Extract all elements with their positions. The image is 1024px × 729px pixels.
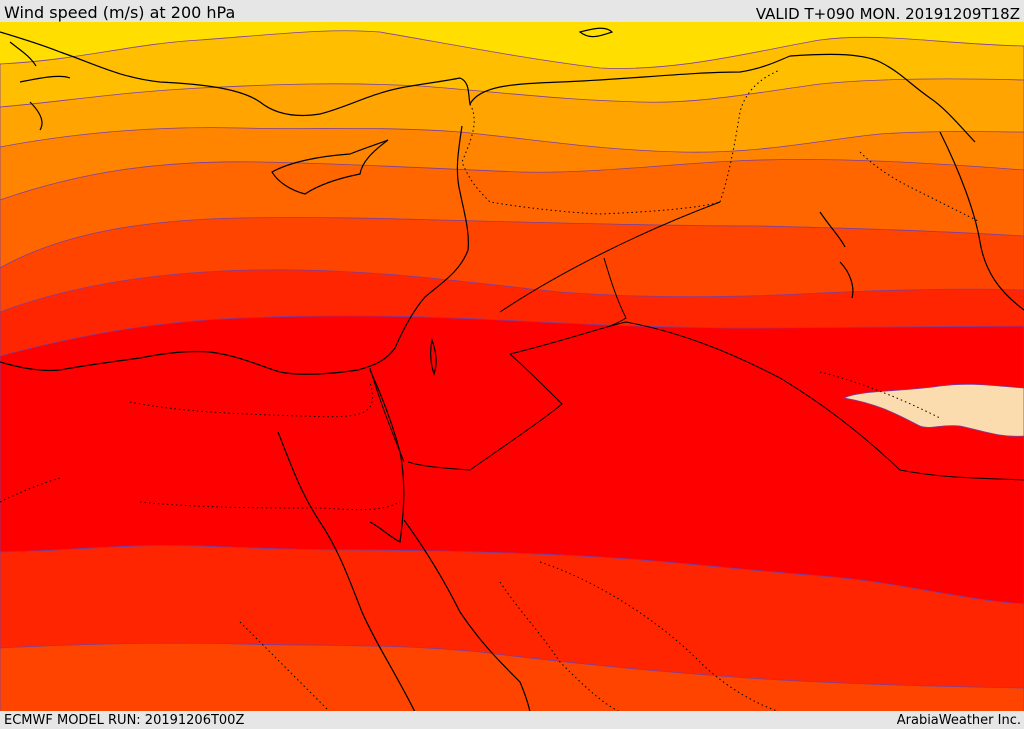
boundary-lines (369, 201, 1024, 481)
model-run-label: ECMWF MODEL RUN: 20191206T00Z (4, 713, 245, 728)
footer-bar: ECMWF MODEL RUN: 20191206T00Z ArabiaWeat… (0, 711, 1024, 729)
header-bar: Wind speed (m/s) at 200 hPa VALID T+090 … (0, 0, 1024, 23)
aegean-islands (9, 41, 71, 131)
levant-coast (357, 125, 469, 371)
lake-van (578, 27, 614, 38)
gulf-of-suez (369, 369, 405, 543)
egypt-coast (0, 350, 359, 375)
black-sea-coast (789, 53, 976, 143)
band-red-orange-south (0, 642, 1024, 712)
country-borders (0, 69, 981, 712)
dead-sea (430, 337, 437, 376)
cyprus-island (271, 139, 389, 195)
persian-gulf-coast (939, 131, 1024, 311)
wind-speed-map (0, 22, 1024, 712)
red-sea-east (403, 519, 531, 712)
turkey-coast (0, 31, 791, 117)
map-title: Wind speed (m/s) at 200 hPa (4, 3, 236, 22)
valid-time: VALID T+090 MON. 20191209T18Z (755, 5, 1020, 23)
credit-label: ArabiaWeather Inc. (896, 713, 1021, 728)
coastlines (0, 27, 1024, 712)
kuwait-bahrain (819, 211, 854, 299)
red-sea-west (277, 431, 416, 712)
jet-max-core (842, 383, 1024, 437)
